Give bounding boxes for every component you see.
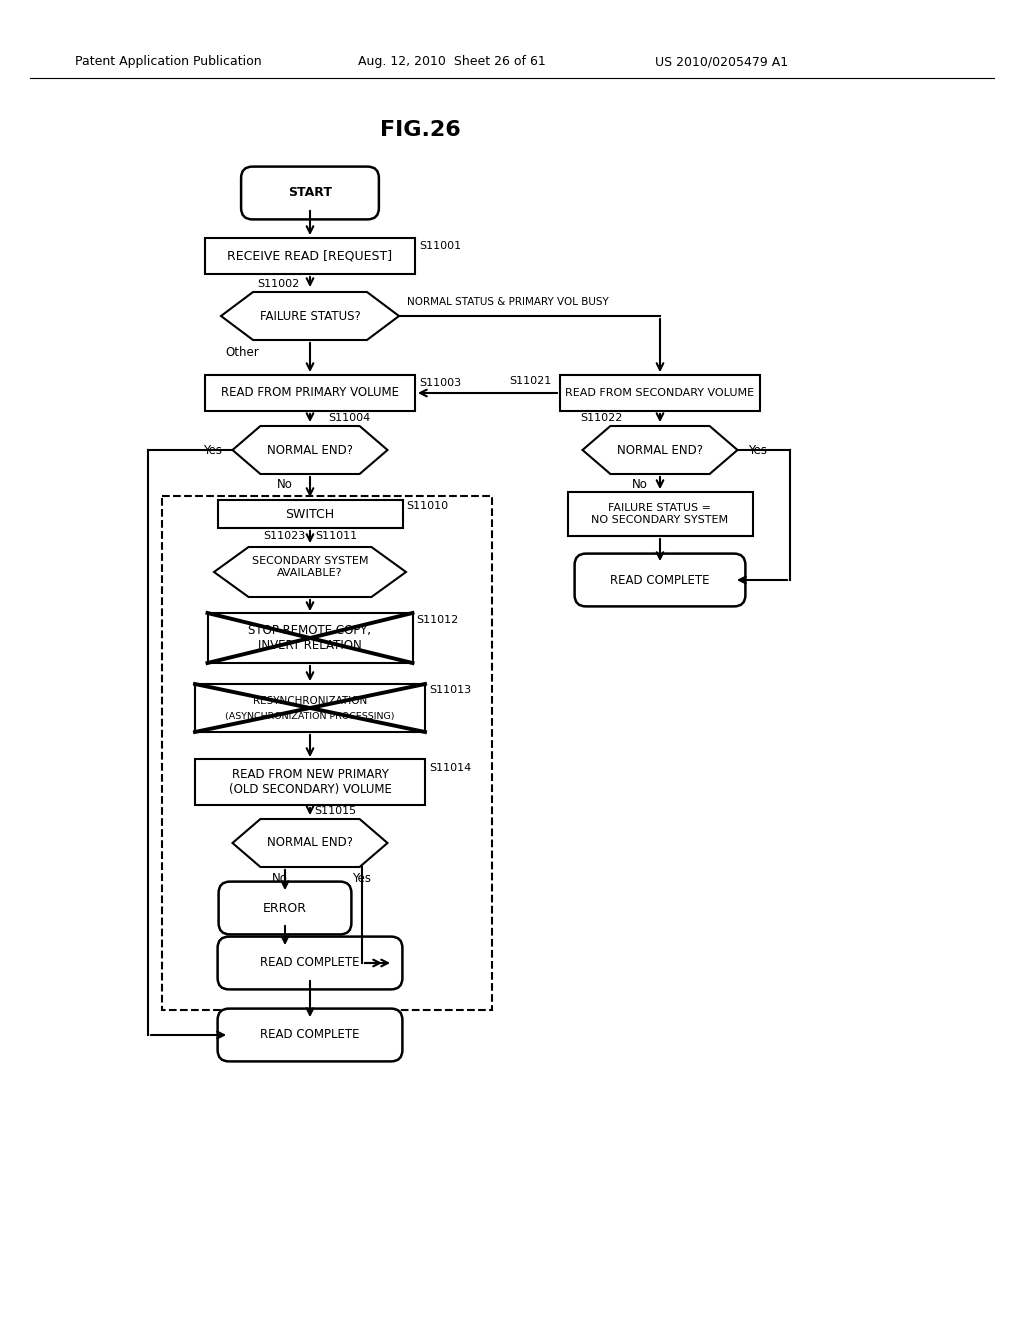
Text: START: START (288, 186, 332, 199)
FancyBboxPatch shape (217, 500, 402, 528)
Polygon shape (214, 546, 406, 597)
Text: Other: Other (225, 346, 259, 359)
Text: Yes: Yes (352, 871, 372, 884)
Text: S11023: S11023 (263, 531, 305, 541)
Text: S11002: S11002 (258, 279, 300, 289)
Text: SECONDARY SYSTEM
AVAILABLE?: SECONDARY SYSTEM AVAILABLE? (252, 556, 369, 578)
FancyBboxPatch shape (567, 492, 753, 536)
Text: ERROR: ERROR (263, 902, 307, 915)
Text: US 2010/0205479 A1: US 2010/0205479 A1 (655, 55, 788, 69)
Text: S11014: S11014 (429, 763, 471, 774)
Text: Aug. 12, 2010  Sheet 26 of 61: Aug. 12, 2010 Sheet 26 of 61 (358, 55, 546, 69)
Text: READ COMPLETE: READ COMPLETE (260, 957, 359, 969)
FancyBboxPatch shape (574, 553, 745, 606)
Text: NORMAL END?: NORMAL END? (617, 444, 703, 457)
Text: STOP REMOTE COPY,
INVERT RELATION: STOP REMOTE COPY, INVERT RELATION (249, 624, 372, 652)
Polygon shape (232, 818, 387, 867)
Text: S11022: S11022 (580, 413, 623, 422)
FancyBboxPatch shape (205, 375, 415, 411)
FancyBboxPatch shape (195, 759, 425, 805)
Text: S11001: S11001 (419, 242, 461, 251)
Polygon shape (583, 426, 737, 474)
Text: S11015: S11015 (314, 807, 356, 816)
Text: S11012: S11012 (417, 615, 459, 624)
Text: No: No (272, 871, 288, 884)
Text: No: No (278, 479, 293, 491)
Text: No: No (632, 479, 648, 491)
Polygon shape (232, 426, 387, 474)
Text: SWITCH: SWITCH (286, 507, 335, 520)
Text: S11010: S11010 (407, 502, 449, 511)
FancyBboxPatch shape (560, 375, 760, 411)
Text: S11013: S11013 (429, 685, 471, 696)
Text: S11011: S11011 (315, 531, 357, 541)
Text: FIG.26: FIG.26 (380, 120, 461, 140)
Text: READ FROM NEW PRIMARY
(OLD SECONDARY) VOLUME: READ FROM NEW PRIMARY (OLD SECONDARY) VO… (228, 768, 391, 796)
Text: READ COMPLETE: READ COMPLETE (260, 1028, 359, 1041)
Text: FAILURE STATUS =
NO SECONDARY SYSTEM: FAILURE STATUS = NO SECONDARY SYSTEM (592, 503, 728, 525)
FancyBboxPatch shape (241, 166, 379, 219)
Text: FAILURE STATUS?: FAILURE STATUS? (260, 309, 360, 322)
Text: Patent Application Publication: Patent Application Publication (75, 55, 261, 69)
Text: READ FROM PRIMARY VOLUME: READ FROM PRIMARY VOLUME (221, 387, 399, 400)
Text: RESYNCHRONIZATION: RESYNCHRONIZATION (253, 696, 368, 706)
FancyBboxPatch shape (217, 937, 402, 990)
FancyBboxPatch shape (195, 684, 425, 733)
FancyBboxPatch shape (218, 882, 351, 935)
Text: S11004: S11004 (328, 413, 371, 422)
FancyBboxPatch shape (205, 238, 415, 275)
Text: S11021: S11021 (510, 376, 552, 385)
Text: READ FROM SECONDARY VOLUME: READ FROM SECONDARY VOLUME (565, 388, 755, 399)
Text: NORMAL STATUS & PRIMARY VOL BUSY: NORMAL STATUS & PRIMARY VOL BUSY (407, 297, 608, 308)
FancyBboxPatch shape (217, 1008, 402, 1061)
Text: (ASYNCHRONIZATION PROCESSING): (ASYNCHRONIZATION PROCESSING) (225, 711, 394, 721)
Text: READ COMPLETE: READ COMPLETE (610, 573, 710, 586)
Text: RECEIVE READ [REQUEST]: RECEIVE READ [REQUEST] (227, 249, 392, 263)
FancyBboxPatch shape (208, 612, 413, 663)
Text: NORMAL END?: NORMAL END? (267, 444, 353, 457)
Polygon shape (221, 292, 399, 341)
Text: Yes: Yes (748, 444, 767, 457)
Text: Yes: Yes (203, 444, 222, 457)
Text: S11003: S11003 (419, 378, 461, 388)
Text: NORMAL END?: NORMAL END? (267, 837, 353, 850)
